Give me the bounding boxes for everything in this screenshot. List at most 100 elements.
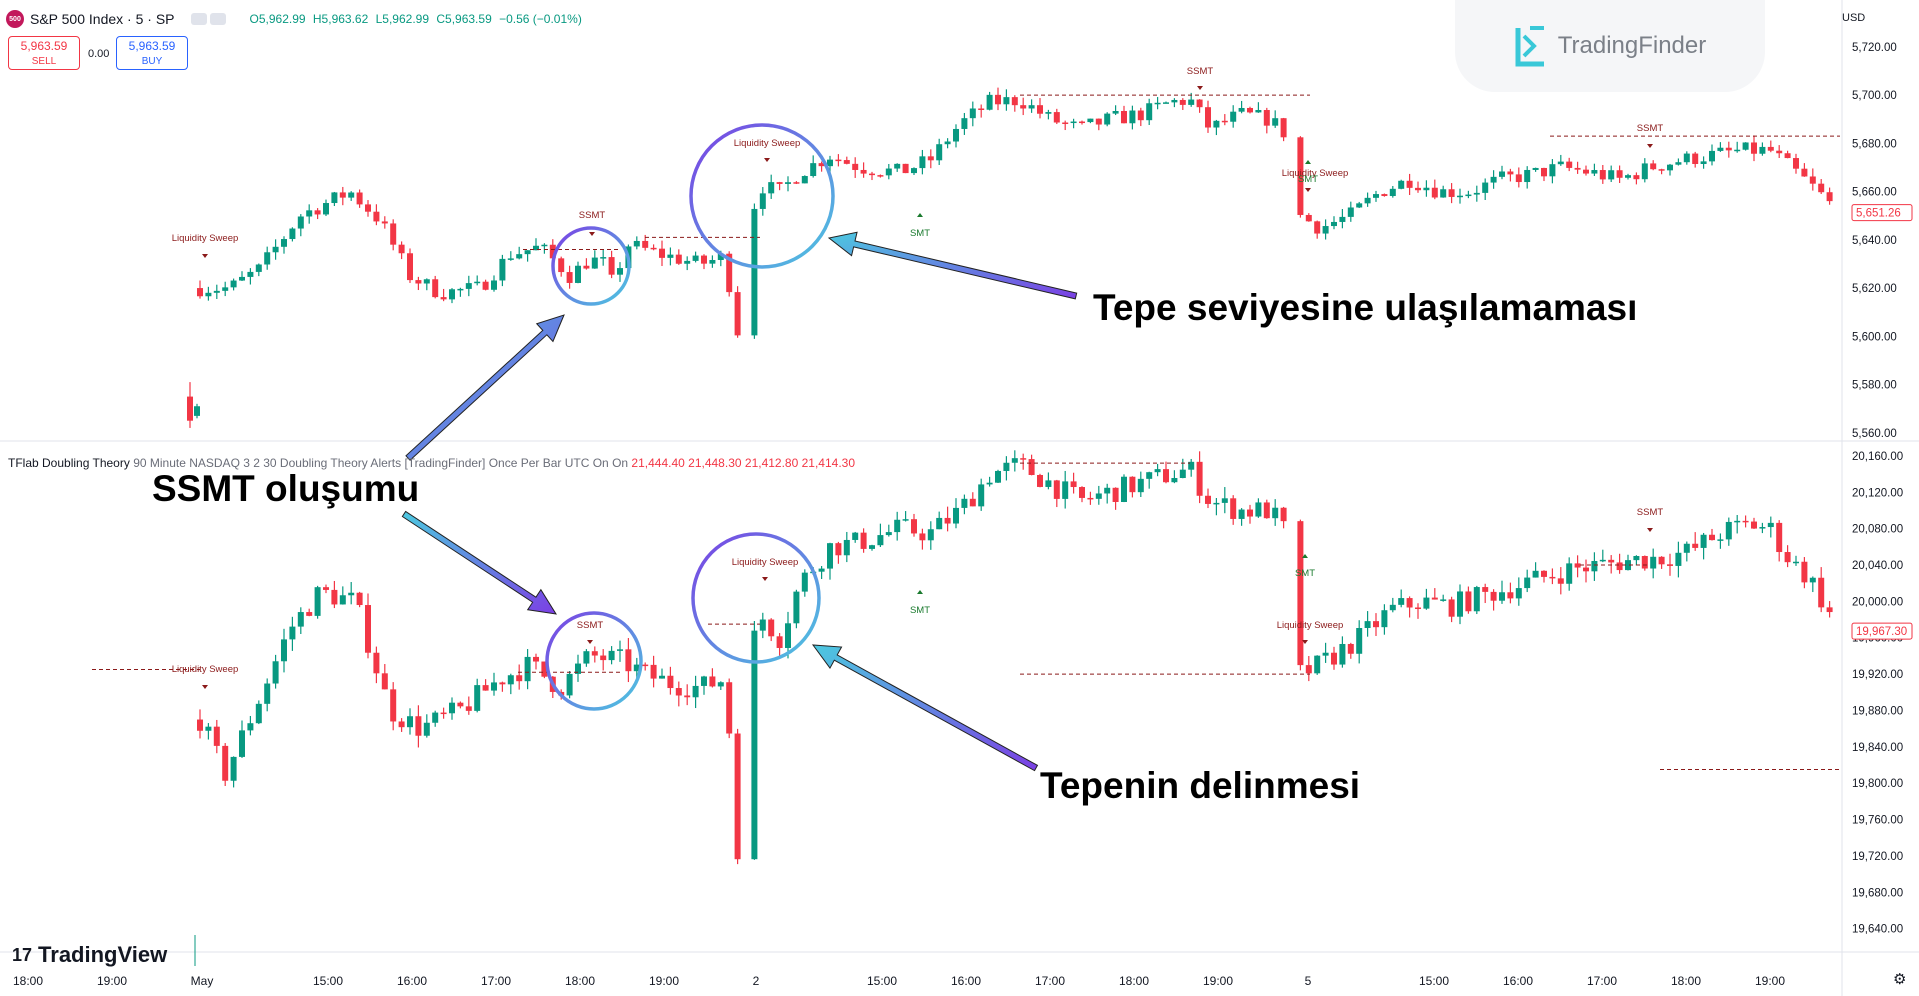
candle-body (1087, 118, 1094, 123)
candle-body (995, 470, 1001, 483)
candle-body (1793, 561, 1799, 564)
candle-body (1037, 474, 1043, 487)
candle-body (1541, 570, 1547, 577)
time-tick-label: 19:00 (1203, 974, 1233, 988)
candle-body (1440, 599, 1447, 601)
candle-body (944, 517, 951, 524)
candle-body (1389, 188, 1396, 197)
indicator-title[interactable]: TFlab Doubling Theory 90 Minute NASDAQ 3… (8, 456, 855, 470)
candle-body (524, 656, 531, 682)
price-tick-label: 5,660.00 (1852, 187, 1897, 199)
candle-body (1121, 476, 1127, 502)
candle-body (734, 733, 741, 860)
candle-body (499, 682, 506, 685)
candle-body (835, 543, 842, 556)
candle-body (1398, 598, 1405, 605)
candle-body (650, 664, 657, 679)
candle-body (1230, 111, 1237, 122)
candle-body (591, 257, 598, 269)
candle-body (675, 688, 682, 696)
candle-body (339, 192, 346, 198)
candle-body (1473, 587, 1480, 612)
symbol-header[interactable]: 500 S&P 500 Index · 5 · SP O5,962.99 H5,… (6, 10, 586, 28)
candle-body (1406, 598, 1413, 608)
candle-body (1440, 189, 1447, 198)
candle-body (398, 244, 405, 254)
candle-body (1146, 103, 1153, 121)
time-tick-label: 17:00 (1035, 974, 1065, 988)
symbol-title[interactable]: S&P 500 Index · 5 · SP (30, 11, 175, 27)
candle-body (549, 244, 556, 259)
candle-body (869, 173, 875, 176)
candle-body (247, 271, 254, 277)
pointer-arrow (811, 644, 1039, 772)
close-value: C5,963.59 (436, 12, 492, 26)
candle-body (600, 655, 607, 661)
candle-body (1566, 161, 1573, 168)
candle-body (1179, 99, 1186, 105)
candle-body (1776, 150, 1783, 154)
candle-body (1524, 169, 1531, 183)
tradingfinder-logo-icon (1514, 24, 1548, 68)
candle-body (1255, 502, 1262, 517)
candle-body (1247, 107, 1253, 113)
candle-body (356, 192, 363, 205)
candle-body (936, 517, 943, 530)
time-tick-label: 18:00 (1119, 974, 1149, 988)
candle-body (768, 619, 775, 637)
candle-body (1448, 599, 1455, 617)
tradingview-logo[interactable]: 17 TradingView (12, 942, 167, 968)
candle-body (1482, 587, 1489, 592)
sell-button[interactable]: 5,963.59 SELL (8, 36, 80, 70)
candle-body (205, 292, 212, 297)
candle-body (1641, 556, 1648, 569)
candle-body (432, 279, 439, 298)
price-tick-label: 5,600.00 (1852, 331, 1897, 343)
annotation-label: SMT (1295, 568, 1315, 579)
candle-body (1272, 507, 1279, 519)
indicator-toggle-group[interactable] (190, 13, 226, 25)
candle-body (1163, 102, 1169, 104)
candle-body (944, 141, 951, 145)
candle-body (1625, 175, 1631, 178)
candle-body (650, 247, 657, 250)
hide-icon[interactable] (190, 13, 207, 25)
candle-body (877, 175, 884, 177)
candle-body (1104, 113, 1111, 125)
candle-body (869, 545, 875, 549)
annotation-label: SSMT (577, 620, 604, 631)
last-price-tag (1851, 622, 1913, 640)
candle-body (1490, 591, 1497, 601)
candle-body (449, 289, 455, 300)
buy-button[interactable]: 5,963.59 BUY (116, 36, 188, 70)
settings-gear-icon[interactable]: ⚙ (1893, 971, 1907, 988)
candle-body (1818, 183, 1825, 193)
candle-body (507, 258, 514, 260)
highlight-circle (691, 532, 821, 664)
candle-body (843, 539, 850, 556)
candle-body (348, 192, 355, 198)
candle-body (617, 649, 623, 651)
candle-body (793, 182, 800, 184)
candle-body (625, 649, 632, 672)
candle-body (726, 253, 733, 293)
annotation-label: SMT (1298, 174, 1318, 185)
candle-body (1037, 105, 1043, 114)
candle-body (1331, 652, 1337, 665)
candle-body (642, 664, 649, 667)
candle-body (272, 246, 279, 253)
candle-body (187, 396, 193, 421)
candle-body (449, 702, 455, 714)
candle-body (1230, 498, 1237, 519)
marker-down-icon (202, 254, 208, 258)
candle-body (1347, 643, 1354, 654)
compare-icon[interactable] (209, 13, 226, 25)
candle-body (734, 292, 741, 336)
candle-body (961, 118, 968, 129)
indicator-value-low: 21,412.80 (744, 456, 799, 470)
price-tick-label: 5,680.00 (1852, 138, 1897, 150)
annotation-label: Liquidity Sweep (172, 233, 239, 244)
currency-label[interactable]: USD (1842, 12, 1866, 24)
